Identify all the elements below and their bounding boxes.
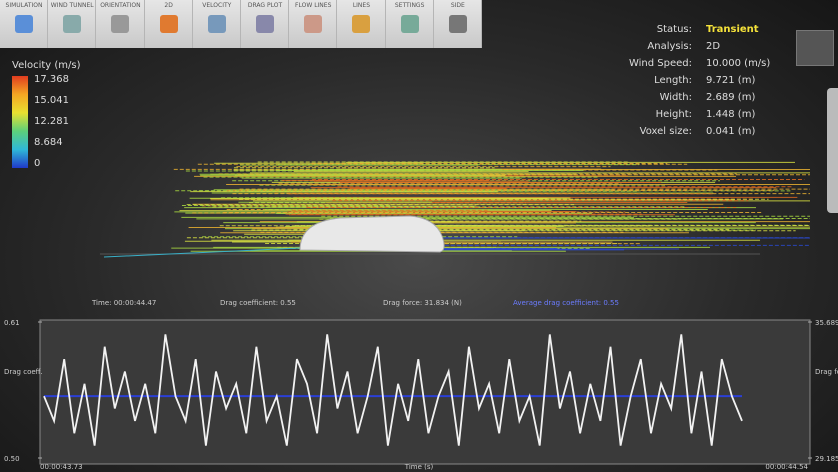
toolbar-icon <box>352 15 371 33</box>
info-label: Wind Speed: <box>628 58 692 69</box>
toolbar-button[interactable]: SETTINGS <box>386 0 434 48</box>
info-value: 1.448 (m) <box>706 109 756 120</box>
info-value: 2D <box>706 41 721 52</box>
y-axis-label: Drag coeff. <box>4 368 43 376</box>
legend-label: 8.684 <box>34 137 63 148</box>
toolbar-label: SIMULATION <box>5 2 43 9</box>
toolbar-label: 2D <box>164 2 173 9</box>
legend-label: 15.041 <box>34 95 69 106</box>
legend-label: 0 <box>34 158 41 169</box>
toolbar-button[interactable]: WIND TUNNEL <box>48 0 97 48</box>
toolbar-icon <box>15 15 33 33</box>
status-text: Time: 00:00:44.47 <box>92 299 157 307</box>
info-value: 0.041 (m) <box>706 126 756 137</box>
legend-label: 17.368 <box>34 74 69 85</box>
x-tick-label: 00:00:44.54 <box>765 463 808 471</box>
status-text: Average drag coefficient: 0.55 <box>513 299 619 307</box>
y-tick-label: 0.50 <box>4 455 20 463</box>
info-label: Height: <box>655 109 692 120</box>
toolbar-label: SIDE <box>450 2 465 9</box>
toolbar-label: ORIENTATION <box>100 2 141 9</box>
y2-axis-label: Drag force (N) <box>815 368 838 376</box>
info-label: Width: <box>659 92 692 103</box>
x-tick-label: 00:00:43.73 <box>40 463 83 471</box>
drag-line <box>43 334 743 446</box>
status-text: Drag force: 31.834 (N) <box>383 299 462 307</box>
toolbar-icon <box>400 15 419 33</box>
drag-plot: 0.50 0.61 29.185 35.689 Drag coeff. Drag forc… <box>4 319 838 471</box>
legend-title: Velocity (m/s) <box>12 60 81 71</box>
toolbar-button[interactable]: ORIENTATION <box>96 0 145 48</box>
y2-tick-label: 35.689 <box>815 319 838 327</box>
flow-scene <box>100 161 810 258</box>
toolbar-icon <box>304 15 323 33</box>
toolbar-icon <box>63 15 82 33</box>
toolbar-button[interactable]: DRAG PLOT <box>241 0 290 48</box>
info-value: 9.721 (m) <box>706 75 756 86</box>
info-label: Length: <box>654 75 692 86</box>
toolbar-button[interactable]: SIMULATION <box>0 0 49 48</box>
plot-bg <box>39 319 811 465</box>
color-bar <box>12 76 28 168</box>
toolbar-button[interactable]: LINES <box>337 0 386 48</box>
toolbar: SIMULATION WIND TUNNEL ORIENTATION 2D VELOCI… <box>0 0 483 48</box>
view-cube[interactable] <box>796 30 834 66</box>
streamline <box>103 247 301 258</box>
toolbar-button[interactable]: 2D <box>145 0 193 48</box>
legend-label: 12.281 <box>34 116 69 127</box>
car-body <box>299 215 445 253</box>
toolbar-label: DRAG PLOT <box>247 2 283 9</box>
status-text: Drag coefficient: 0.55 <box>220 299 296 307</box>
toolbar-label: LINES <box>352 2 371 9</box>
toolbar-button[interactable]: SIDE <box>434 0 483 48</box>
info-label: Status: <box>656 24 692 35</box>
toolbar-button[interactable]: VELOCITY <box>193 0 242 48</box>
info-value: Transient <box>706 24 759 35</box>
toolbar-button[interactable]: FLOW LINES <box>289 0 338 48</box>
toolbar-label: SETTINGS <box>394 2 425 9</box>
toolbar-icon <box>207 15 226 33</box>
y2-tick-label: 29.185 <box>815 455 838 463</box>
toolbar-label: WIND TUNNEL <box>50 2 94 9</box>
toolbar-label: VELOCITY <box>202 2 232 9</box>
info-label: Analysis: <box>647 41 692 52</box>
toolbar-icon <box>159 15 178 33</box>
toolbar-label: FLOW LINES <box>295 2 332 9</box>
y-tick-label: 0.61 <box>4 319 20 327</box>
info-value: 10.000 (m/s) <box>706 58 771 69</box>
side-tools[interactable] <box>827 88 838 213</box>
info-label: Voxel size: <box>639 126 692 137</box>
toolbar-icon <box>256 15 275 33</box>
toolbar-icon <box>448 15 467 33</box>
toolbar-icon <box>111 15 130 33</box>
info-value: 2.689 (m) <box>706 92 756 103</box>
x-axis-label: Time (s) <box>404 463 434 471</box>
